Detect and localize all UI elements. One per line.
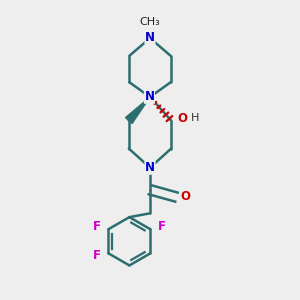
Text: N: N: [145, 161, 155, 174]
Text: CH₃: CH₃: [140, 17, 160, 27]
Polygon shape: [125, 97, 150, 124]
Text: F: F: [158, 220, 166, 233]
Text: O: O: [177, 112, 188, 125]
Text: F: F: [93, 249, 101, 262]
Text: H: H: [190, 113, 199, 123]
Text: N: N: [144, 90, 154, 103]
Text: N: N: [145, 31, 155, 44]
Text: O: O: [180, 190, 190, 203]
Text: F: F: [93, 220, 101, 233]
